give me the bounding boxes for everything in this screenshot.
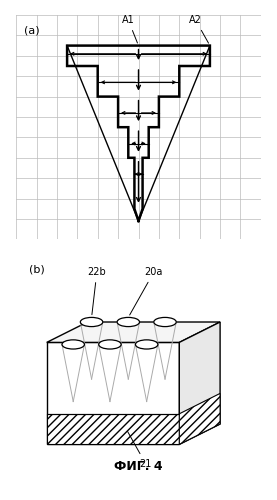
Ellipse shape — [104, 343, 116, 348]
Ellipse shape — [67, 343, 79, 348]
Ellipse shape — [85, 320, 98, 326]
Text: 20a: 20a — [130, 267, 163, 315]
Ellipse shape — [99, 340, 121, 349]
Polygon shape — [47, 322, 220, 342]
Text: ФИГ. 4: ФИГ. 4 — [114, 460, 163, 473]
Text: A2: A2 — [189, 15, 209, 43]
Text: (b): (b) — [29, 265, 45, 275]
Text: (a): (a) — [24, 25, 40, 35]
Polygon shape — [47, 414, 179, 444]
Polygon shape — [179, 394, 220, 444]
Polygon shape — [179, 322, 220, 444]
Text: 21: 21 — [128, 432, 152, 469]
Ellipse shape — [122, 320, 134, 326]
Ellipse shape — [80, 318, 103, 326]
Ellipse shape — [154, 318, 176, 326]
Ellipse shape — [159, 320, 171, 326]
Text: A1: A1 — [122, 15, 137, 43]
Ellipse shape — [135, 340, 158, 349]
Ellipse shape — [117, 318, 140, 326]
Ellipse shape — [140, 343, 153, 348]
Polygon shape — [47, 342, 179, 444]
Ellipse shape — [62, 340, 84, 349]
Text: 22b: 22b — [88, 267, 106, 314]
